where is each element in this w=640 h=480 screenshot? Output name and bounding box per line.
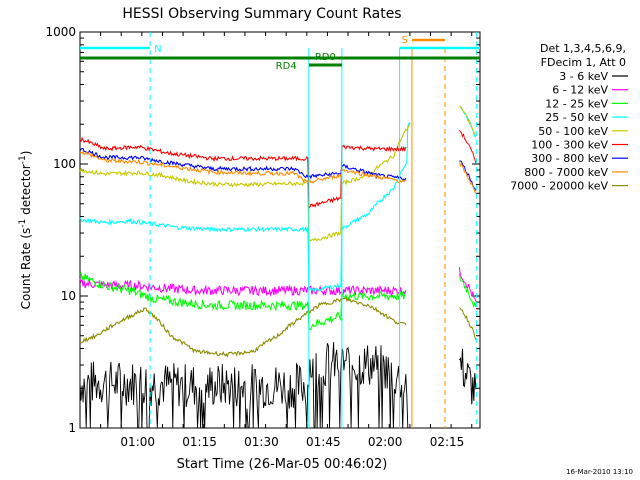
legend: Det 1,3,4,5,6,9,FDecim 1, Att 03 - 6 keV… — [510, 42, 628, 193]
series-late-line — [458, 161, 477, 194]
plot-marks: 1 10 100 1000 01:00 01:15 01:30 01:45 02:00 02:15… — [45, 25, 480, 449]
y-tick-label: 1 — [68, 421, 76, 435]
night-flag-label: N — [154, 44, 161, 55]
y-tick-label: 100 — [53, 157, 76, 171]
rd0-flag-label: RD0 — [315, 52, 336, 63]
series-late-line — [459, 307, 477, 341]
legend-entry-label: 800 - 7000 keV — [524, 166, 608, 179]
legend-header-line: Det 1,3,4,5,6,9, — [540, 42, 626, 55]
legend-entry-label: 7000 - 20000 keV — [510, 180, 608, 193]
series-late-line — [459, 105, 477, 137]
series-line — [79, 121, 411, 294]
legend-entry-label: 300 - 800 keV — [531, 152, 608, 165]
series-late-line — [458, 273, 477, 308]
series-line — [79, 136, 407, 209]
legend-entry-label: 25 - 50 keV — [545, 111, 608, 124]
series-late-line — [458, 348, 477, 405]
x-axis-label: Start Time (26-Mar-05 00:46:02) — [177, 457, 388, 472]
x-tick-label: 01:15 — [182, 435, 217, 449]
x-tick-label: 02:15 — [430, 435, 465, 449]
x-tick-label: 02:00 — [368, 435, 403, 449]
series-line — [79, 149, 406, 184]
series-line — [79, 297, 407, 358]
y-axis-label: Count Rate (s-1 detector-1) — [18, 151, 33, 310]
legend-entry-label: 3 - 6 keV — [559, 70, 608, 83]
rd4-flag-label: RD4 — [276, 61, 297, 72]
footer-timestamp: 16-Mar-2010 13:10 — [566, 468, 633, 476]
chart-title: HESSI Observing Summary Count Rates — [122, 6, 401, 22]
series-line — [79, 122, 411, 242]
legend-entry-label: 6 - 12 keV — [552, 84, 608, 97]
saa-flag-label: S — [402, 35, 408, 46]
series-late-line — [458, 129, 477, 164]
x-tick-label: 01:30 — [244, 435, 279, 449]
y-tick-label: 10 — [61, 289, 76, 303]
legend-entry-label: 50 - 100 keV — [538, 125, 608, 138]
plot-frame — [79, 31, 481, 429]
x-tick-label: 01:45 — [306, 435, 341, 449]
series-line — [79, 147, 407, 182]
legend-header-line: FDecim 1, Att 0 — [541, 56, 626, 69]
series-line — [79, 277, 407, 297]
series-line — [79, 342, 410, 429]
y-tick-label: 1000 — [45, 25, 76, 39]
legend-entry-label: 100 - 300 keV — [531, 139, 608, 152]
x-tick-label: 01:00 — [120, 435, 155, 449]
legend-entry-label: 12 - 25 keV — [545, 97, 608, 110]
series-line — [79, 271, 407, 330]
series-late-line — [458, 266, 477, 302]
